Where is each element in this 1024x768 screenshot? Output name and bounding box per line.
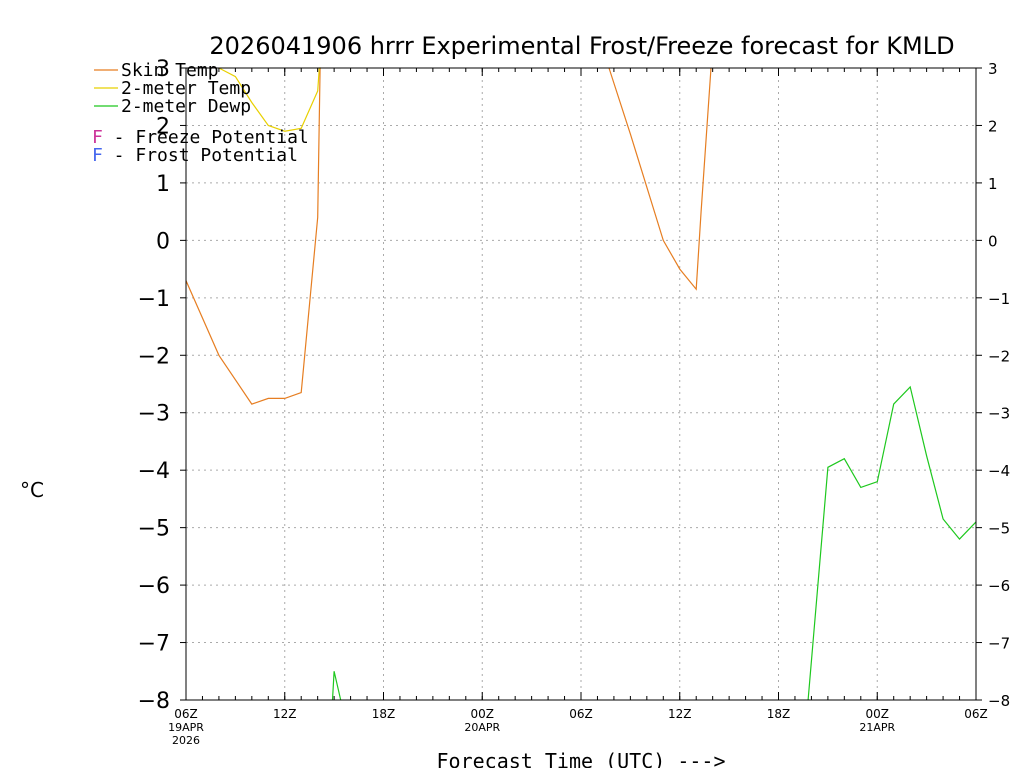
series-line-2-meter-dewp: [807, 385, 977, 701]
y-tick-label-left: 2: [156, 114, 170, 139]
x-tick-label: 06Z: [569, 707, 593, 721]
axis-ticks: 3 3 2 2 1 1 0 0 −1 −1 −2 −2 −3 −3 −4 −4 −5 −5 −6 −6 −7 −7 −8 −8…: [138, 57, 1011, 747]
series-lines: [185, 67, 977, 701]
y-tick-label-left: 0: [156, 229, 170, 254]
legend-label: 2-meter Dewp: [121, 96, 251, 117]
x-tick-label: 06Z: [174, 707, 198, 721]
potential-letter: F: [92, 145, 103, 166]
y-tick-label-left: −2: [138, 344, 170, 369]
x-tick-label: 12Z: [668, 707, 692, 721]
y-tick-label-left: −6: [138, 574, 170, 599]
y-tick-label-left: −1: [138, 287, 170, 312]
x-axis-label: Forecast Time (UTC) --->: [437, 749, 726, 768]
x-tick-date-label: 19APR: [168, 721, 204, 734]
x-tick-date-label: 20APR: [464, 721, 500, 734]
x-tick-label: 06Z: [964, 707, 988, 721]
y-tick-label-right: 2: [988, 117, 998, 135]
chart-title: 2026041906 hrrr Experimental Frost/Freez…: [209, 32, 954, 60]
y-tick-label-right: −1: [988, 290, 1010, 308]
y-tick-label-right: 1: [988, 175, 998, 193]
y-tick-label-right: 3: [988, 60, 998, 78]
y-tick-label-right: −6: [988, 577, 1010, 595]
series-line-skin-temp: [185, 67, 321, 405]
potential-text: - Frost Potential: [103, 145, 298, 166]
gridlines: [186, 68, 976, 700]
x-tick-label: 18Z: [767, 707, 791, 721]
y-tick-label-left: −3: [138, 402, 170, 427]
y-tick-label-left: −7: [138, 632, 170, 657]
y-tick-label-left: −8: [138, 689, 170, 714]
y-tick-label-left: −5: [138, 517, 170, 542]
y-tick-label-left: 3: [156, 57, 170, 82]
legend-label: Skin Temp: [121, 60, 219, 81]
y-tick-label-right: −3: [988, 405, 1010, 423]
series-line-2-meter-temp: [218, 67, 321, 132]
potential-note: F - Freeze Potential: [92, 127, 309, 148]
x-tick-label: 12Z: [273, 707, 297, 721]
y-tick-label-left: 1: [156, 172, 170, 197]
series-line-2-meter-dewp: [331, 671, 342, 701]
y-axis-label: °C: [20, 478, 44, 502]
potential-note: F - Frost Potential: [92, 145, 298, 166]
y-tick-label-right: −8: [988, 692, 1010, 710]
x-tick-label: 18Z: [372, 707, 396, 721]
y-tick-label-right: −7: [988, 635, 1010, 653]
potential-text: - Freeze Potential: [103, 127, 309, 148]
y-tick-label-right: −5: [988, 520, 1010, 538]
x-tick-label: 00Z: [866, 707, 890, 721]
legend-label: 2-meter Temp: [121, 78, 251, 99]
x-tick-year-label: 2026: [172, 734, 200, 747]
plot-frame: [185, 67, 977, 701]
x-tick-date-label: 21APR: [859, 721, 895, 734]
y-tick-label-right: −4: [988, 462, 1010, 480]
potential-letter: F: [92, 127, 103, 148]
y-tick-label-right: 0: [988, 232, 998, 250]
y-tick-label-right: −2: [988, 347, 1010, 365]
x-tick-label: 00Z: [471, 707, 495, 721]
y-tick-label-left: −4: [138, 459, 170, 484]
series-line-skin-temp: [608, 67, 712, 291]
